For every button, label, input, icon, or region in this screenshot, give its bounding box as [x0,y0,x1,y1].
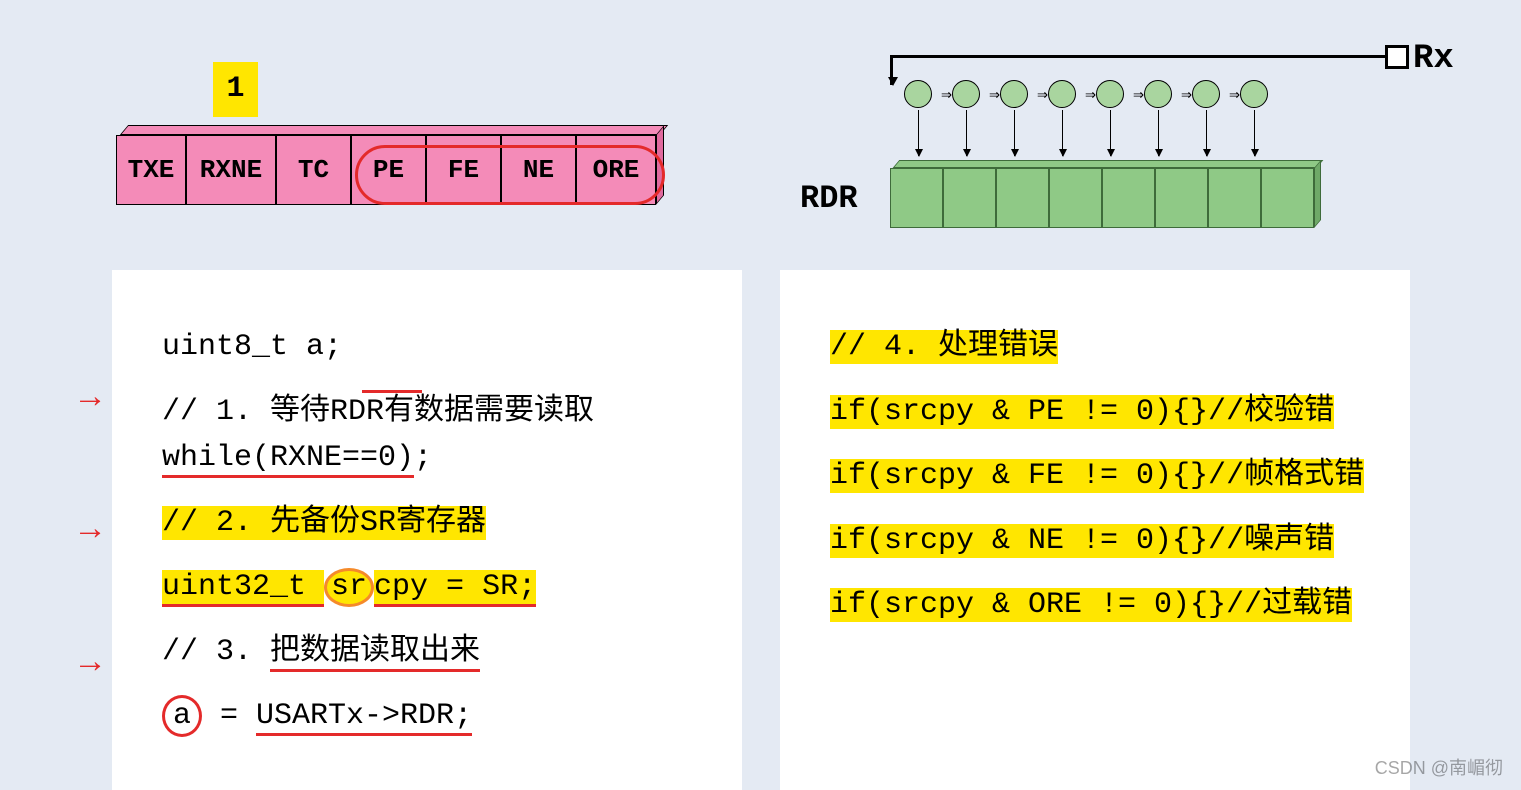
sr-cell-pe: PE [351,135,426,205]
shift-circle-3 [1048,80,1076,108]
code-line-comment-4: // 4. 处理错误 [830,315,1380,380]
rdr-underline-annotation [362,390,422,393]
sr-cell-tc: TC [276,135,351,205]
sr-register-side [656,125,664,205]
code-line-ore-check: if(srcpy & ORE != 0){}//过载错 [830,573,1380,638]
sr-cells: TXERXNETCPEFENEORE [116,135,656,205]
var-a-circle-annotation: a [162,695,202,737]
rx-label: Rx [1413,40,1454,78]
shift-arrow-2 [1014,110,1015,156]
rx-pin-box [1385,45,1409,69]
rdr-register [890,168,1314,228]
shift-circle-6 [1192,80,1220,108]
shift-arrow-1 [966,110,967,156]
rdr-cell-0 [890,168,943,228]
sr-cell-txe: TXE [116,135,186,205]
rx-wire-vertical [890,55,893,85]
shift-circles-row [904,80,1268,108]
watermark: CSDN @南嵋彻 [1375,754,1503,780]
rdr-cell-6 [1208,168,1261,228]
code-line-srcpy: uint32_t srcpy = SR; [162,555,712,620]
rdr-cell-7 [1261,168,1314,228]
step-arrow-1: → [80,380,100,418]
shift-arrow-6 [1206,110,1207,156]
code-line-fe-check: if(srcpy & FE != 0){}//帧格式错 [830,444,1380,509]
sr-register: TXERXNETCPEFENEORE [116,135,656,205]
rx-wire-horizontal [890,55,1385,58]
shift-circle-5 [1144,80,1172,108]
shift-circle-1 [952,80,980,108]
code-line-pe-check: if(srcpy & PE != 0){}//校验错 [830,380,1380,445]
shift-arrow-4 [1110,110,1111,156]
rdr-label: RDR [800,180,858,217]
sr-cell-fe: FE [426,135,501,205]
shift-arrow-0 [918,110,919,156]
rdr-cell-5 [1155,168,1208,228]
code-line-comment-2: // 2. 先备份SR寄存器 [162,491,712,556]
sr-annotation-circle: sr [324,568,374,607]
shift-arrow-3 [1062,110,1063,156]
sr-cell-rxne: RXNE [186,135,276,205]
shift-circle-0 [904,80,932,108]
code-line-ne-check: if(srcpy & NE != 0){}//噪声错 [830,509,1380,574]
sr-register-top [120,125,668,135]
rdr-register-side [1314,160,1321,228]
rdr-register-top [893,160,1324,168]
step-arrow-2: → [80,512,100,550]
sr-indicator-box: 1 [213,62,258,117]
code-line-comment-3: // 3. 把数据读取出来 [162,620,712,685]
rdr-cell-2 [996,168,1049,228]
shift-arrow-5 [1158,110,1159,156]
code-line-read: a = USARTx->RDR; [162,684,712,749]
code-line-decl: uint8_t a; [162,315,712,380]
sr-indicator-text: 1 [226,72,244,106]
sr-cell-ne: NE [501,135,576,205]
rdr-cell-4 [1102,168,1155,228]
shift-circle-2 [1000,80,1028,108]
shift-circle-4 [1096,80,1124,108]
shift-circle-7 [1240,80,1268,108]
rdr-cell-3 [1049,168,1102,228]
rdr-cell-1 [943,168,996,228]
sr-cell-ore: ORE [576,135,656,205]
code-panel-right: // 4. 处理错误 if(srcpy & PE != 0){}//校验错 if… [780,270,1410,790]
step-arrow-3: → [80,645,100,683]
shift-arrow-7 [1254,110,1255,156]
code-panel-left: uint8_t a; // 1. 等待RDR有数据需要读取 while(RXNE… [112,270,742,790]
